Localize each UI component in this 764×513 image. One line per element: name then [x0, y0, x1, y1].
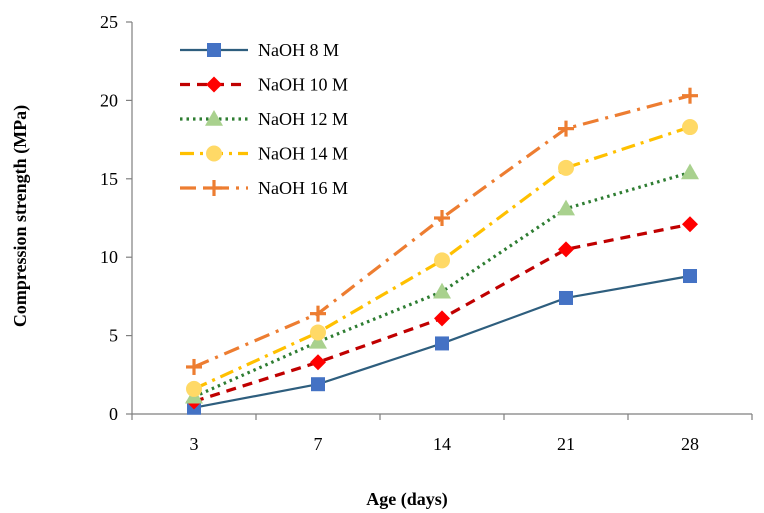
series-layer: [185, 87, 699, 415]
legend-marker: [207, 43, 221, 57]
series-4: [186, 87, 698, 375]
y-tick-label: 0: [109, 404, 118, 424]
data-point: [434, 210, 450, 226]
data-point: [682, 87, 698, 104]
x-tick-label: 14: [433, 434, 451, 454]
data-point: [682, 216, 698, 233]
series-3: [186, 119, 698, 397]
data-point: [186, 358, 202, 375]
legend-entry: NaOH 16 M: [180, 178, 348, 198]
x-tick-label: 28: [681, 434, 699, 454]
data-point: [559, 290, 573, 305]
y-axis-title: Compression strength (MPa): [10, 105, 31, 327]
legend-label: NaOH 12 M: [258, 109, 348, 129]
legend-label: NaOH 8 M: [258, 40, 339, 60]
legend-marker: [206, 76, 222, 93]
series-2: [185, 163, 699, 404]
legend-entry: NaOH 10 M: [180, 75, 348, 95]
legend: NaOH 8 M NaOH 10 M NaOH 12 M NaOH 14 M NaOH …: [180, 40, 348, 198]
data-point: [434, 252, 450, 269]
legend-label: NaOH 14 M: [258, 144, 348, 164]
series-1: [186, 216, 698, 410]
data-point: [558, 120, 574, 137]
data-point: [310, 324, 326, 341]
data-point: [558, 159, 574, 176]
data-point: [433, 282, 451, 299]
x-tick-label: 21: [557, 434, 575, 454]
y-tick-label: 15: [100, 169, 118, 189]
legend-label: NaOH 16 M: [258, 178, 348, 198]
legend-marker: [205, 110, 223, 126]
series-line: [193, 125, 691, 391]
axes-layer: 0 5 10 15 20 25 3 7 14 21 28: [100, 12, 753, 454]
data-point: [309, 332, 327, 349]
legend-entry: NaOH 8 M: [180, 40, 339, 60]
y-tick-label: 25: [100, 12, 118, 32]
x-tick-label: 3: [190, 434, 199, 454]
legend-label: NaOH 10 M: [258, 75, 348, 95]
y-tick-label: 20: [100, 90, 118, 110]
data-point: [310, 305, 326, 322]
legend-marker: [206, 145, 222, 162]
data-point: [682, 119, 698, 136]
data-point: [681, 163, 699, 180]
data-point: [311, 377, 325, 392]
data-point: [557, 199, 575, 216]
x-tick-label: 7: [314, 434, 323, 454]
data-point: [310, 354, 326, 371]
x-axis-title: Age (days): [366, 489, 448, 510]
series-line: [193, 94, 691, 369]
legend-marker: [206, 180, 222, 196]
data-point: [186, 380, 202, 397]
data-point: [683, 269, 697, 284]
data-point: [434, 310, 450, 327]
y-tick-label: 5: [109, 326, 118, 346]
data-point: [435, 336, 449, 351]
y-tick-label: 10: [100, 247, 118, 267]
legend-entry: NaOH 12 M: [180, 109, 348, 129]
data-point: [558, 241, 574, 258]
legend-entry: NaOH 14 M: [180, 144, 348, 164]
series-line: [193, 170, 691, 399]
